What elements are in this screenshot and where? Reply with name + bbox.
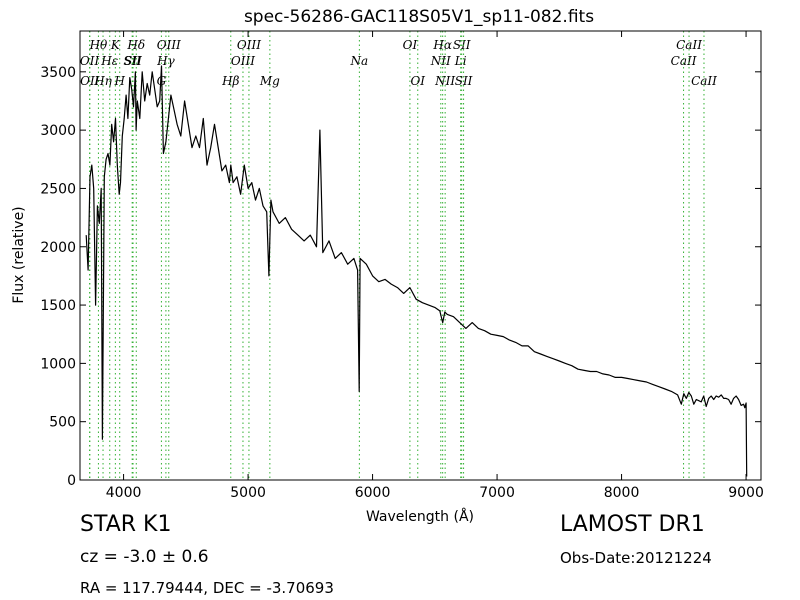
y-axis-label: Flux (relative)	[11, 206, 27, 303]
redshift-value: cz = -3.0 ± 0.6	[80, 547, 209, 567]
line-marker-label: Hα	[432, 38, 452, 52]
sky-coordinates: RA = 117.79444, DEC = -3.70693	[80, 579, 334, 597]
line-marker-label: SII	[123, 54, 141, 68]
line-marker-label: CaII	[671, 54, 697, 68]
spectrum-line	[85, 65, 748, 477]
line-marker-label: Hβ	[221, 74, 239, 88]
x-axis-label: Wavelength (Å)	[366, 508, 474, 525]
line-marker-label: OIII	[237, 38, 261, 52]
line-marker-label: Hε	[100, 54, 118, 68]
y-tick-label: 3000	[40, 123, 76, 139]
y-tick-label: 1000	[40, 356, 76, 372]
line-marker-label: SII	[124, 54, 142, 68]
line-marker-label: Na	[350, 54, 369, 68]
y-tick-label: 500	[49, 415, 76, 431]
line-marker-label: Hθ	[89, 38, 108, 52]
observation-date: Obs-Date:20121224	[560, 549, 712, 567]
line-marker-label: Li	[454, 54, 467, 68]
line-marker-label: OII	[80, 54, 100, 68]
line-marker-label: CaII	[676, 38, 702, 52]
line-marker-label: SII	[453, 38, 471, 52]
line-marker-label: Hγ	[156, 54, 175, 68]
x-tick-label: 5000	[230, 485, 266, 501]
y-tick-label: 3500	[40, 65, 76, 81]
line-marker-label: K	[110, 38, 121, 52]
object-classification: STAR K1	[80, 512, 172, 537]
line-marker-label: Hδ	[126, 38, 145, 52]
y-tick-label: 1500	[40, 298, 76, 314]
x-tick-label: 8000	[604, 485, 640, 501]
line-marker-label: Mg	[259, 74, 280, 88]
x-tick-label: 7000	[479, 485, 515, 501]
survey-name: LAMOST DR1	[560, 512, 705, 537]
line-marker-label: H	[113, 74, 125, 88]
line-marker-label: NII	[434, 74, 455, 88]
line-marker-label: OIII	[231, 54, 255, 68]
x-tick-label: 4000	[106, 485, 142, 501]
line-marker-label: SII	[455, 74, 473, 88]
line-marker-label: CaII	[691, 74, 717, 88]
emission-line-markers: OIIOIIHθHηHεKHSIISIIHδGHγOIIIHβOIIIOIIIM…	[80, 31, 717, 480]
x-axis-ticks: 4000 5000 6000 7000 8000 9000	[106, 31, 764, 501]
chart-title: spec-56286-GAC118S05V1_sp11-082.fits	[244, 7, 594, 27]
x-tick-label: 9000	[728, 485, 764, 501]
line-marker-label: Hη	[93, 74, 112, 88]
y-tick-label: 2000	[40, 240, 76, 256]
line-marker-label: OIII	[157, 38, 181, 52]
x-tick-label: 6000	[355, 485, 391, 501]
line-marker-label: OI	[403, 38, 418, 52]
line-marker-label: OII	[80, 74, 100, 88]
y-tick-label: 0	[67, 473, 76, 489]
line-marker-label: OI	[410, 74, 425, 88]
y-tick-label: 2500	[40, 181, 76, 197]
plot-frame	[79, 30, 762, 481]
y-axis-ticks: 0 500 1000 1500 2000 2500 3000 3500	[40, 65, 761, 489]
spectrum-series	[85, 65, 748, 477]
line-marker-label: NII	[430, 54, 451, 68]
